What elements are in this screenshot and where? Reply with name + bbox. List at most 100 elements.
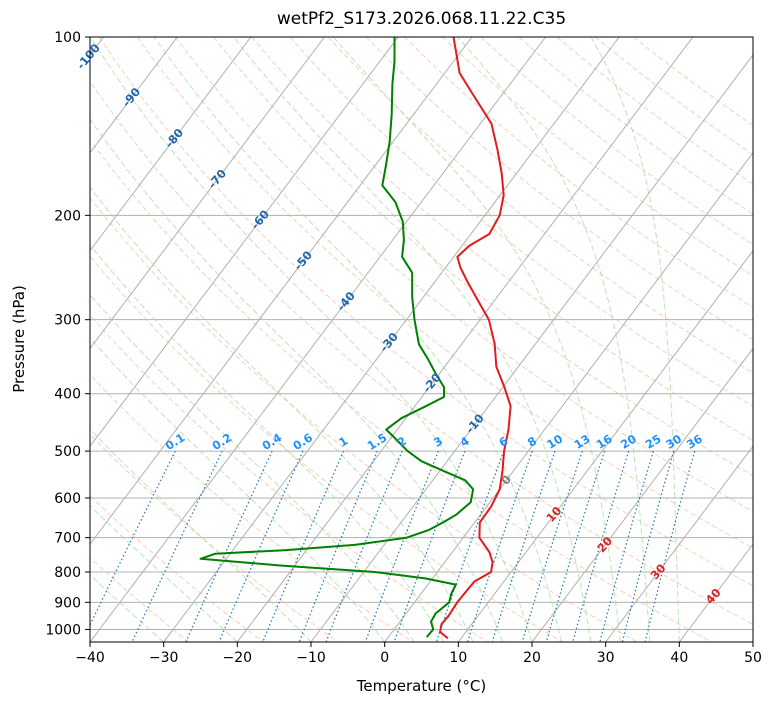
dry-adiabat-line [327, 37, 753, 374]
chart-title: wetPf2_S173.2026.068.11.22.C35 [276, 9, 567, 29]
isotherm-line [310, 54, 753, 642]
axes: −40 −30 −20 −10 0 10 20 30 40 50 1000 900 800 700 600 5… [45, 30, 762, 666]
y-tick-label: 500 [54, 444, 81, 460]
dry-adiabat-line [251, 37, 753, 442]
dry-adiabat-line [90, 373, 414, 642]
moist-adiabat-line [153, 37, 562, 642]
mixing-ratio-line [185, 450, 273, 642]
dry-adiabat-line [90, 255, 563, 642]
moist-adiabat-label: 10 [543, 504, 564, 525]
mixing-ratio-line [491, 450, 556, 642]
x-tick-label: −20 [223, 650, 253, 666]
dry-adiabat-line [90, 197, 638, 642]
x-axis-label: Temperature (°C) [356, 677, 487, 695]
dry-adiabat-label: -70 [205, 166, 229, 191]
x-tick-label: 40 [670, 650, 688, 666]
mixing-ratio-line [521, 450, 583, 642]
y-tick-label: 300 [54, 313, 81, 329]
isotherm-line [531, 347, 753, 642]
x-tick-label: 50 [744, 650, 762, 666]
mixing-ratio-line [466, 450, 533, 642]
isotherm-line [90, 37, 252, 252]
isotherm-line [90, 37, 399, 448]
moist-adiabat-line [590, 37, 680, 642]
x-tick-label: −30 [149, 650, 179, 666]
dry-adiabat-label: -20 [420, 370, 444, 395]
moist-adiabat-line [90, 337, 386, 642]
moist-adiabat-line [233, 37, 592, 642]
x-tick-label: 30 [597, 650, 615, 666]
mixing-ratio-line [298, 450, 378, 642]
dry-adiabat-line [90, 139, 712, 642]
dry-adiabat-line [90, 494, 264, 642]
mixing-ratio-label: 2 [395, 434, 409, 450]
dry-adiabat-line [90, 557, 190, 642]
isotherm-line [457, 249, 753, 642]
y-tick-label: 400 [54, 387, 81, 403]
y-axis-label: Pressure (hPa) [10, 285, 28, 393]
y-tick-label: 800 [54, 565, 81, 581]
dry-adiabat-label: -30 [377, 330, 401, 355]
mixing-ratio-line [90, 450, 176, 627]
moist-adiabat-label: 30 [647, 561, 668, 582]
plot-frame [89, 36, 754, 643]
y-tick-label: 600 [54, 491, 81, 507]
moist-adiabat-label: 20 [594, 534, 615, 555]
moist-adiabat-line [90, 504, 238, 642]
dry-adiabat-line [136, 37, 753, 549]
y-tick-label: 100 [54, 30, 81, 46]
x-tick-label: −10 [296, 650, 326, 666]
moist-adiabat-label: 40 [703, 586, 724, 607]
isotherm-line [90, 37, 178, 154]
mixing-ratio-label: 30 [663, 431, 684, 451]
mixing-ratio-label: 16 [594, 431, 615, 451]
isotherm-line [678, 543, 753, 642]
isotherm-line [236, 37, 694, 642]
isotherm-line [752, 641, 753, 642]
isotherm-line [90, 37, 546, 642]
dry-adiabat-line [90, 80, 753, 625]
mixing-ratio-label: 36 [684, 431, 705, 451]
moist-adiabat-line [90, 118, 503, 642]
mixing-ratio-label: 10 [544, 431, 565, 451]
temperature-profile-line [439, 37, 512, 640]
dry-adiabat-line [518, 37, 753, 215]
mixing-ratio-line [644, 450, 696, 642]
mixing-ratio-label: 13 [572, 431, 593, 451]
dry-adiabat-label: -50 [291, 248, 315, 273]
isotherm-line [90, 37, 325, 350]
dewpoint-profile-line [199, 37, 475, 638]
mixing-ratio-line [364, 450, 439, 642]
mixing-ratio-label: 1.5 [365, 430, 390, 453]
mixing-ratio-label: 6 [496, 434, 510, 450]
dry-adiabat-label: -10 [463, 411, 487, 436]
mixing-ratio-line [545, 450, 606, 642]
mixing-ratio-label: 8 [525, 434, 539, 450]
moist-adiabat-line [333, 37, 621, 642]
moist-adiabat-line [90, 186, 474, 642]
mixing-ratio-label: 20 [618, 431, 639, 451]
dry-adiabat-line [175, 37, 753, 513]
x-tick-label: 0 [380, 650, 389, 666]
mixing-ratio-label: 0.6 [290, 430, 315, 453]
dry-adiabat-line [442, 37, 753, 277]
moist-adiabat-line [90, 244, 445, 642]
moist-adiabat-line [90, 428, 312, 642]
dry-adiabat-line [480, 37, 753, 246]
mixing-ratio-label: 0.4 [260, 430, 285, 453]
mixing-ratio-line [435, 450, 505, 642]
dry-adiabat-line [365, 37, 753, 341]
dry-adiabat-line [289, 37, 753, 407]
dry-adiabat-line [90, 433, 339, 642]
y-tick-label: 200 [54, 208, 81, 224]
mixing-ratio-label: 0.2 [210, 430, 235, 453]
y-tick-label: 1000 [45, 622, 81, 638]
x-tick-label: 10 [449, 650, 467, 666]
background-lines [90, 37, 753, 642]
dry-adiabat-line [633, 37, 753, 126]
mixing-ratio-line [393, 450, 466, 642]
x-tick-label: −40 [75, 650, 105, 666]
mixing-ratio-line [325, 450, 403, 642]
mixing-ratio-line [599, 450, 654, 642]
